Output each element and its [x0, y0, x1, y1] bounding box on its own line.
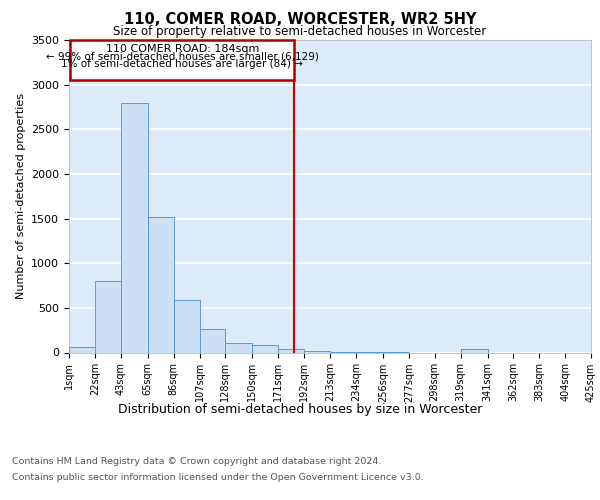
Bar	[304, 350, 330, 352]
Text: 110, COMER ROAD, WORCESTER, WR2 5HY: 110, COMER ROAD, WORCESTER, WR2 5HY	[124, 12, 476, 28]
Bar	[121, 102, 148, 352]
Bar	[226, 342, 253, 352]
Y-axis label: Number of semi-detached properties: Number of semi-detached properties	[16, 93, 26, 299]
Text: ← 99% of semi-detached houses are smaller (6,129): ← 99% of semi-detached houses are smalle…	[46, 52, 319, 62]
Bar	[278, 350, 304, 352]
Bar	[461, 350, 488, 352]
Bar	[199, 330, 226, 352]
Text: Contains public sector information licensed under the Open Government Licence v3: Contains public sector information licen…	[12, 472, 424, 482]
Text: Distribution of semi-detached houses by size in Worcester: Distribution of semi-detached houses by …	[118, 402, 482, 415]
Bar	[253, 346, 278, 352]
Text: Contains HM Land Registry data © Crown copyright and database right 2024.: Contains HM Land Registry data © Crown c…	[12, 458, 382, 466]
FancyBboxPatch shape	[70, 40, 294, 80]
Text: 110 COMER ROAD: 184sqm: 110 COMER ROAD: 184sqm	[106, 44, 259, 54]
Bar	[148, 217, 173, 352]
Bar	[173, 300, 200, 352]
Bar	[69, 347, 95, 352]
Bar	[95, 281, 121, 352]
Text: 1% of semi-detached houses are larger (84) →: 1% of semi-detached houses are larger (8…	[61, 59, 303, 69]
Text: Size of property relative to semi-detached houses in Worcester: Size of property relative to semi-detach…	[113, 25, 487, 38]
